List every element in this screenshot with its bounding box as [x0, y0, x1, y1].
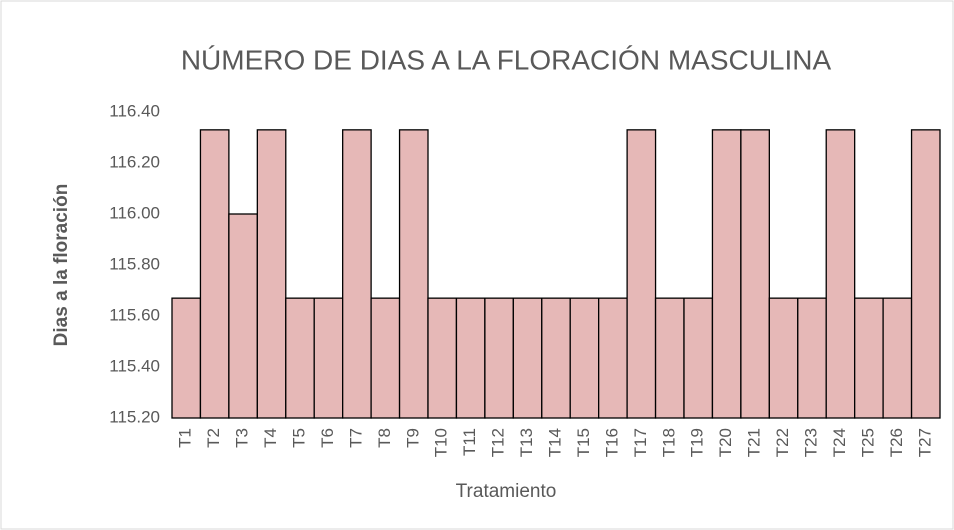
bar — [854, 297, 884, 419]
bar — [228, 213, 258, 419]
bar — [484, 297, 514, 419]
x-tick-label: T25 — [858, 428, 877, 457]
bar — [569, 297, 600, 419]
y-tick-label: 116.00 — [109, 203, 160, 222]
x-tick-label: T9 — [403, 428, 422, 448]
x-tick-label: T14 — [545, 428, 564, 457]
x-tick-label: T21 — [745, 428, 764, 457]
y-tick-label: 115.40 — [109, 356, 160, 375]
bar — [199, 129, 230, 419]
bar — [256, 129, 287, 419]
y-axis-title: Dias a la floración — [51, 184, 72, 347]
bar — [455, 297, 486, 419]
x-tick-label: T5 — [289, 428, 308, 448]
bar — [910, 129, 941, 419]
bar — [654, 297, 685, 419]
y-tick-label: 115.60 — [109, 305, 160, 324]
x-tick-label: T1 — [176, 428, 195, 448]
x-tick-label: T24 — [830, 428, 849, 457]
bar — [768, 297, 799, 419]
x-axis-title: Tratamiento — [456, 481, 557, 502]
x-tick-label: T27 — [915, 428, 934, 457]
bar — [825, 129, 856, 419]
x-tick-label: T23 — [801, 428, 820, 457]
chart-title: NÚMERO DE DIAS A LA FLORACIÓN MASCULINA — [181, 44, 832, 75]
y-tick-label: 116.40 — [109, 101, 160, 120]
bar — [598, 297, 628, 419]
x-tick-label: T22 — [773, 428, 792, 457]
x-tick-label: T3 — [233, 428, 252, 448]
y-tick-label: 115.20 — [109, 407, 160, 426]
x-tick-label: T11 — [460, 428, 479, 456]
x-tick-label: T10 — [432, 428, 451, 457]
bar — [711, 129, 742, 419]
x-tick-label: T20 — [716, 428, 735, 457]
bar — [342, 129, 372, 419]
x-tick-label: T2 — [204, 428, 223, 448]
x-tick-label: T16 — [602, 428, 621, 457]
x-tick-label: T7 — [346, 428, 365, 448]
x-tick-label: T8 — [375, 428, 394, 448]
x-tick-label: T19 — [688, 428, 707, 457]
bar — [427, 297, 458, 419]
bar — [285, 297, 315, 419]
bar — [171, 297, 202, 419]
bar — [541, 297, 571, 419]
bar — [512, 297, 543, 419]
x-tick-label: T6 — [318, 428, 337, 448]
x-tick-label: T4 — [261, 428, 280, 448]
bar — [683, 297, 714, 419]
bar — [626, 129, 657, 419]
y-tick-label: 116.20 — [109, 152, 160, 171]
bar — [797, 297, 827, 419]
bar — [313, 297, 344, 419]
bar — [882, 297, 913, 419]
x-tick-label: T13 — [517, 428, 536, 457]
x-tick-label: T26 — [887, 428, 906, 457]
bar — [740, 129, 770, 419]
x-tick-label: T15 — [574, 428, 593, 457]
y-tick-label: 115.80 — [109, 254, 160, 273]
bar — [370, 297, 401, 419]
x-tick-label: T17 — [631, 428, 650, 457]
bar — [398, 129, 429, 419]
x-tick-label: T18 — [659, 428, 678, 457]
x-tick-label: T12 — [489, 428, 508, 457]
